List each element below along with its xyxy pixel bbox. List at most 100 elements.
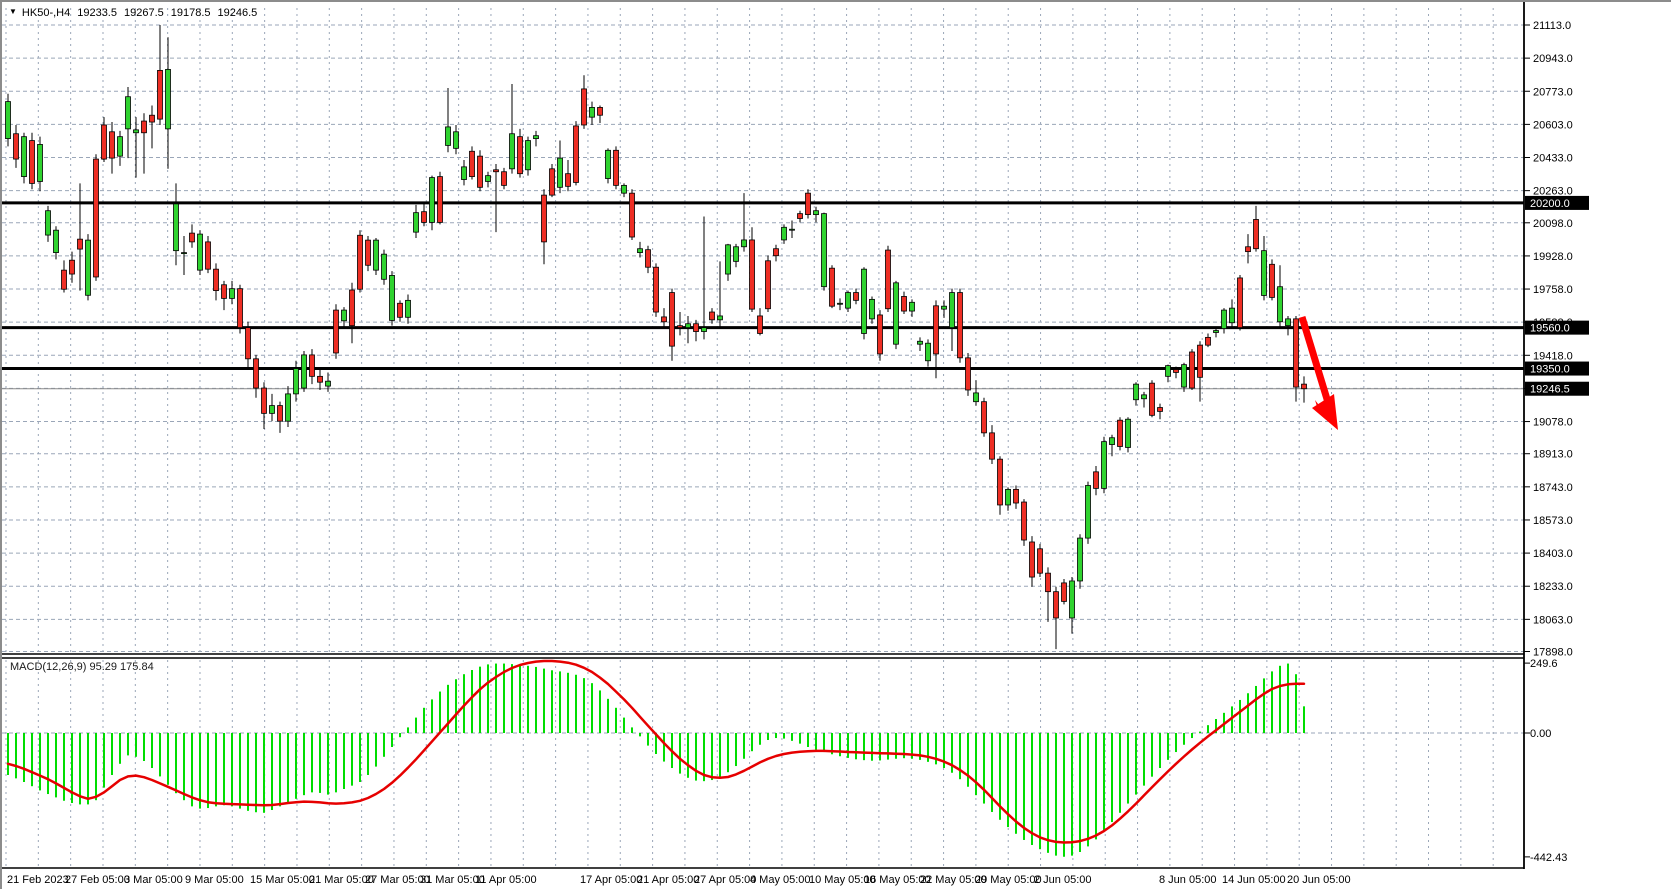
candle-down xyxy=(549,168,555,196)
date-tick-label: 10 May 05:00 xyxy=(809,874,876,886)
candle-up xyxy=(741,239,747,248)
candle-up xyxy=(181,252,187,255)
candle-up xyxy=(533,135,539,140)
candle-down xyxy=(1237,277,1243,329)
date-tick-label: 3 Mar 05:00 xyxy=(124,874,183,886)
candle-down xyxy=(661,316,667,323)
candle-down xyxy=(1053,591,1059,619)
candle-down xyxy=(1293,318,1299,388)
candle-up xyxy=(917,340,923,345)
candle-up xyxy=(1109,437,1115,445)
candle-up xyxy=(949,292,955,329)
candle-down xyxy=(101,124,107,160)
price-tick-label: 18233.0 xyxy=(1533,581,1573,593)
candle-down xyxy=(357,234,363,290)
candle-up xyxy=(445,126,451,146)
candle-up xyxy=(381,253,387,280)
candle-up xyxy=(725,244,731,275)
candle-up xyxy=(837,302,843,305)
date-tick-label: 15 Mar 05:00 xyxy=(250,874,315,886)
date-tick-label: 14 Jun 05:00 xyxy=(1222,874,1286,886)
price-tick-label: 19758.0 xyxy=(1533,284,1573,296)
candle-up xyxy=(781,226,787,241)
price-tick-label: 20263.0 xyxy=(1533,186,1573,198)
candle-down xyxy=(1013,488,1019,504)
candle-down xyxy=(797,213,803,219)
candle-up xyxy=(621,184,627,194)
candle-up xyxy=(413,212,419,233)
candle-down xyxy=(573,125,579,183)
candle-down xyxy=(13,133,19,160)
date-tick-label: 29 May 05:00 xyxy=(975,874,1042,886)
ohlc-low: 19178.5 xyxy=(170,6,211,19)
candle-down xyxy=(93,158,99,278)
candle-up xyxy=(5,101,11,140)
hline-price-label-bg xyxy=(1525,361,1589,376)
candle-down xyxy=(653,266,659,313)
hline-price-label: 20200.0 xyxy=(1530,198,1570,210)
candle-down xyxy=(1301,383,1307,390)
candle-down xyxy=(245,327,251,360)
symbol-dropdown-icon[interactable]: ▼ xyxy=(9,7,17,16)
candle-up xyxy=(925,342,931,362)
candle-down xyxy=(1149,382,1155,416)
macd-tick-label: 0.00 xyxy=(1530,728,1551,740)
candle-up xyxy=(973,392,979,403)
date-tick-label: 17 Apr 05:00 xyxy=(580,874,642,886)
candle-up xyxy=(685,323,691,329)
candle-up xyxy=(269,405,275,414)
candle-down xyxy=(61,269,67,290)
candle-up xyxy=(165,69,171,130)
price-tick-label: 20943.0 xyxy=(1533,53,1573,65)
candle-down xyxy=(989,432,995,460)
candle-up xyxy=(1085,485,1091,539)
candle-up xyxy=(1221,309,1227,330)
candle-up xyxy=(133,129,139,134)
hline-price-label-bg xyxy=(1525,195,1589,210)
macd-signal-line xyxy=(6,659,1306,844)
candle-up xyxy=(1005,488,1011,506)
candle-down xyxy=(349,289,355,327)
candle-up xyxy=(293,368,299,395)
candle-up xyxy=(85,239,91,296)
price-tick-label: 18063.0 xyxy=(1533,614,1573,626)
price-tick-label: 20098.0 xyxy=(1533,218,1573,230)
candle-up xyxy=(197,233,203,271)
candle-down xyxy=(69,259,75,275)
candle-up xyxy=(453,131,459,149)
candle-down xyxy=(213,268,219,292)
candle-down xyxy=(1253,219,1259,250)
candle-down xyxy=(189,232,195,243)
candle-down xyxy=(29,140,35,184)
candle-up xyxy=(701,327,707,332)
candle-down xyxy=(1037,548,1043,574)
candle-down xyxy=(109,131,115,159)
candle-down xyxy=(885,249,891,310)
trend-arrow-head xyxy=(1312,394,1338,430)
candle-down xyxy=(237,288,243,329)
candle-up xyxy=(637,248,643,254)
candle-down xyxy=(765,260,771,310)
candle-down xyxy=(309,354,315,377)
hline-price-label-bg xyxy=(1525,320,1589,335)
candle-up xyxy=(1277,286,1283,323)
candle-down xyxy=(77,238,83,250)
candle-down xyxy=(709,311,715,321)
candle-down xyxy=(277,405,283,422)
date-tick-label: 20 Jun 05:00 xyxy=(1287,874,1351,886)
date-tick-label: 27 Mar 05:00 xyxy=(365,874,430,886)
candle-down xyxy=(141,120,147,134)
price-tick-label: 19078.0 xyxy=(1533,417,1573,429)
candle-up xyxy=(1285,318,1291,327)
ohlc-high: 19267.5 xyxy=(123,6,164,19)
candle-up xyxy=(389,275,395,321)
candle-up xyxy=(717,315,723,321)
candle-up xyxy=(301,354,307,389)
candle-up xyxy=(285,393,291,422)
candle-down xyxy=(333,309,339,354)
candle-up xyxy=(1141,394,1147,400)
price-tick-label: 20773.0 xyxy=(1533,86,1573,98)
price-tick-label: 21113.0 xyxy=(1533,20,1571,32)
